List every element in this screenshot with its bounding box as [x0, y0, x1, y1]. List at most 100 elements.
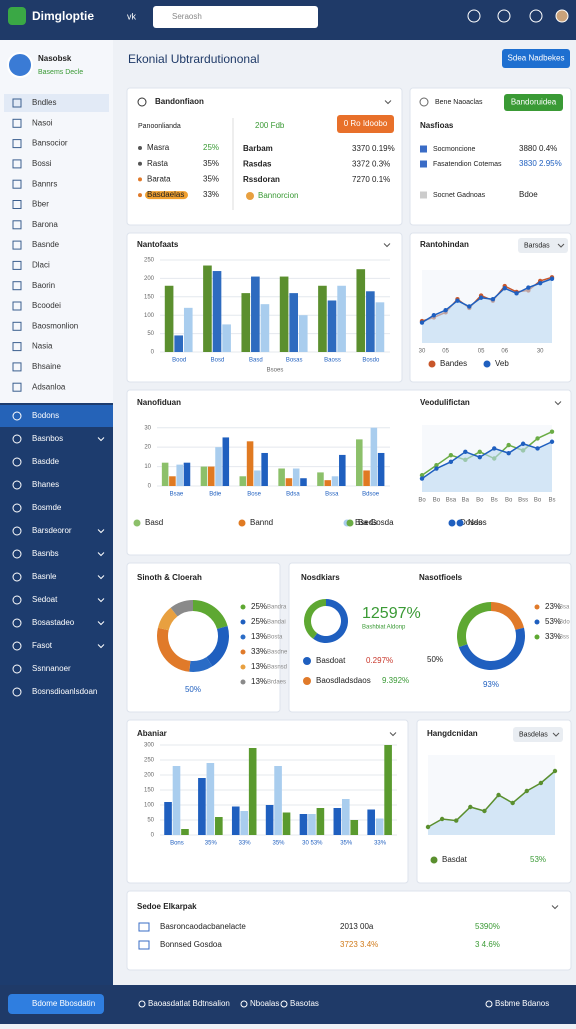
point: [431, 313, 437, 318]
bar: [222, 437, 230, 486]
chevron[interactable]: [97, 598, 105, 603]
chart-title: Rantohindan: [420, 240, 469, 249]
row-value: 33%: [203, 190, 219, 199]
primary-button[interactable]: [502, 49, 570, 68]
chevron[interactable]: [383, 243, 391, 248]
row-icon: [420, 191, 427, 199]
nav-group-icon: [12, 664, 22, 674]
search-box[interactable]: [153, 6, 318, 28]
card: [126, 562, 281, 713]
row-label: Rasdas: [243, 160, 272, 169]
x-tick-label: Bose: [247, 492, 261, 498]
x-tick-label: 35%: [340, 841, 353, 847]
chevron[interactable]: [97, 552, 105, 557]
point: [506, 442, 511, 448]
bar: [285, 478, 293, 486]
point: [482, 808, 487, 814]
chevron[interactable]: [557, 243, 565, 248]
y-tick-label: 0: [148, 484, 152, 490]
header-icon[interactable]: [529, 9, 543, 23]
chevron[interactable]: [389, 732, 397, 737]
x-tick-label: 30: [537, 349, 544, 355]
table-cell: 3 4.6%: [475, 940, 500, 949]
y-tick-label: 10: [144, 464, 151, 470]
status-button-text: Bandoruidea: [511, 98, 557, 107]
chevron[interactable]: [551, 905, 559, 910]
value-label: 33%: [545, 632, 561, 641]
chevron[interactable]: [97, 575, 105, 580]
chevron[interactable]: [552, 732, 560, 737]
user-name: Nasobsk: [38, 54, 72, 63]
chevron[interactable]: [384, 100, 392, 105]
chevron[interactable]: [97, 644, 105, 649]
legend-swatch: [240, 619, 246, 625]
y-tick-label: 200: [144, 276, 155, 282]
row-icon: [420, 160, 427, 168]
point: [477, 449, 482, 454]
chevron[interactable]: [554, 401, 562, 406]
bar: [356, 439, 363, 486]
footer-icon: [485, 1000, 493, 1008]
x-tick-label: Bs: [491, 498, 498, 504]
avatar: [7, 52, 33, 78]
point: [502, 286, 507, 291]
bar: [164, 802, 172, 835]
x-tick-label: 33%: [374, 841, 387, 847]
x-tick-label: Bosdo: [362, 358, 380, 364]
nav-icon: [12, 200, 22, 209]
x-tick-label: Bosd: [211, 358, 225, 364]
header-icon[interactable]: [497, 9, 511, 23]
stat-value: 9.392%: [382, 676, 409, 685]
action-button[interactable]: [337, 115, 394, 133]
legend-swatch: [483, 360, 491, 368]
donut-slice: [457, 602, 491, 648]
chart-button[interactable]: [513, 727, 563, 742]
chevron[interactable]: [97, 437, 105, 442]
point: [549, 439, 555, 444]
donut-slice: [193, 600, 228, 630]
point: [535, 446, 540, 451]
bar: [200, 466, 208, 486]
bar: [274, 766, 282, 835]
point: [492, 446, 497, 451]
header-icon[interactable]: [555, 9, 569, 23]
point: [510, 800, 515, 806]
y-tick-label: 50: [147, 818, 154, 824]
nav-group: Sedoat: [32, 595, 58, 604]
bar: [282, 812, 291, 835]
nav-group: Bosnsdioanlsdoan: [32, 687, 97, 696]
nav-item: Basnde: [32, 240, 60, 249]
bar: [183, 307, 193, 352]
area: [422, 278, 552, 343]
chevron[interactable]: [97, 529, 105, 534]
value-label: 33%: [251, 647, 267, 656]
row-value: 7270 0.1%: [352, 175, 390, 184]
nav-group-icon: [12, 549, 22, 559]
bar: [174, 335, 183, 352]
table-cell: 2013 00a: [340, 922, 374, 931]
table-cell: Basroncaodacbanelacte: [160, 922, 246, 931]
card-footer: Bannorcion: [258, 191, 298, 200]
status-button[interactable]: [504, 94, 563, 111]
nav-icon: [12, 220, 22, 230]
header-icon[interactable]: [467, 9, 481, 23]
bar: [183, 462, 191, 486]
row-label: Masra: [147, 143, 170, 152]
footer-badge[interactable]: [8, 994, 104, 1014]
bar: [370, 427, 378, 486]
nav-group-icon: [12, 572, 22, 582]
x-axis-label: Bsoes: [267, 368, 284, 374]
nav-group-icon: [12, 411, 22, 421]
chevron[interactable]: [97, 621, 105, 626]
bar: [203, 265, 212, 352]
chart-button[interactable]: [518, 238, 568, 253]
point: [434, 466, 439, 471]
point: [549, 429, 555, 434]
point: [514, 291, 519, 296]
chart-button-text: Basdelas: [519, 731, 548, 738]
nav-group-icon: [12, 595, 22, 605]
bar: [212, 271, 222, 352]
nav-item: Dlaci: [32, 261, 50, 270]
x-tick-label: Ba: [462, 498, 470, 504]
nav-item: Bannrs: [32, 179, 57, 188]
